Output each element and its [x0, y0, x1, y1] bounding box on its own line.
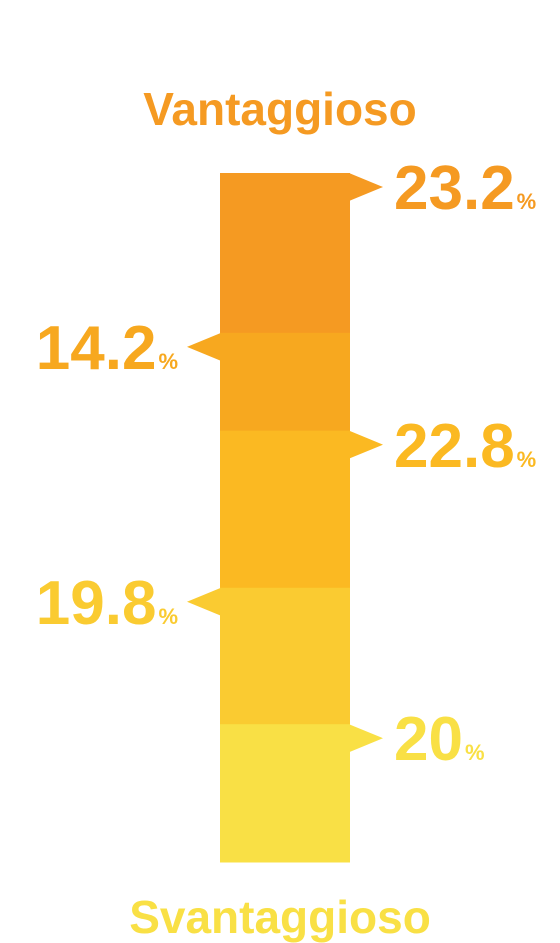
bar-segment-1	[220, 173, 350, 334]
data-label-value: 23.2	[394, 154, 515, 223]
bar-segment-4	[220, 587, 350, 725]
chart-title-top: Vantaggioso	[143, 83, 417, 135]
data-label-5: 20%	[394, 709, 485, 771]
data-label-value: 22.8	[394, 411, 515, 481]
percent-sign: %	[158, 348, 178, 374]
bar-segment-2	[220, 332, 350, 432]
percent-sign: %	[516, 189, 537, 214]
data-label-value: 20	[394, 705, 463, 775]
chart-title-bottom: Svantaggioso	[129, 891, 431, 943]
stacked-bar-chart	[187, 173, 383, 863]
segment-pointer-5	[349, 724, 383, 753]
segment-pointer-1	[349, 173, 383, 201]
data-label-1: 23.2%	[394, 158, 536, 220]
segment-pointer-4	[187, 587, 221, 616]
data-label-value: 19.8	[35, 568, 157, 638]
bar-segment-3	[220, 430, 350, 589]
percent-sign: %	[158, 603, 178, 629]
data-label-3: 22.8%	[394, 415, 537, 478]
data-label-value: 14.2	[35, 313, 157, 383]
segment-pointer-2	[187, 332, 221, 361]
segment-pointer-3	[349, 430, 383, 459]
data-label-2: 14.2%	[36, 317, 178, 380]
percent-sign: %	[516, 446, 537, 472]
data-label-4: 19.8%	[36, 572, 178, 635]
bar-segment-5	[220, 724, 350, 863]
percent-sign: %	[464, 740, 485, 766]
